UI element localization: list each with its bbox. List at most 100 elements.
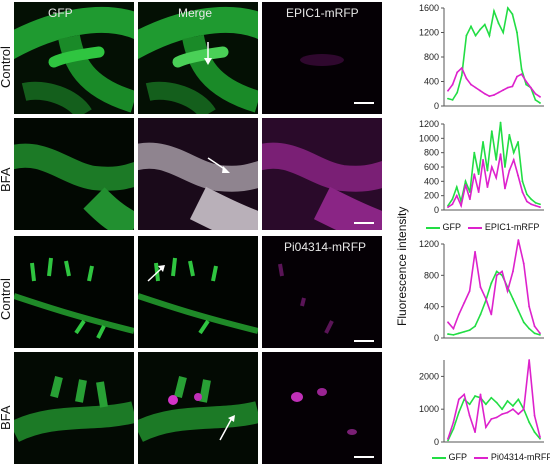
data-point-rfp (452, 327, 455, 330)
series-line-gfp (447, 122, 541, 207)
data-point-rfp (499, 153, 502, 155)
data-point-rfp (512, 270, 514, 273)
data-point-rfp (447, 206, 449, 209)
column-label-gfp: GFP (48, 6, 73, 20)
data-point-rfp (483, 92, 486, 95)
data-point-rfp (469, 198, 471, 201)
data-point-rfp (508, 169, 511, 172)
y-tick-label: 800 (424, 148, 439, 158)
data-point-gfp (486, 169, 489, 172)
data-point-gfp (483, 23, 486, 26)
data-point-gfp (521, 180, 524, 183)
row-label-control-1: Control (0, 46, 13, 88)
data-point-rfp (504, 187, 506, 190)
data-point-gfp (495, 401, 498, 404)
data-point-rfp (455, 194, 458, 197)
data-point-rfp (539, 206, 541, 209)
data-point-gfp (516, 31, 518, 34)
column-label-pi04314: Pi04314-mRFP (284, 240, 367, 254)
data-point-rfp (502, 89, 505, 91)
data-point-gfp (504, 166, 506, 168)
y-tick-label: 1200 (419, 28, 439, 38)
data-point-gfp (512, 151, 515, 154)
data-point-rfp (522, 262, 525, 265)
data-point-gfp (490, 130, 493, 133)
data-point-gfp (484, 403, 487, 406)
y-tick-label: 400 (424, 176, 439, 186)
data-point-rfp (464, 184, 467, 186)
data-point-gfp (490, 396, 493, 399)
data-point-rfp (479, 286, 482, 288)
y-tick-label: 0 (434, 333, 439, 343)
intensity-plot-control-pi04314: 0 400 800 1200 (419, 239, 544, 343)
data-point-rfp (501, 270, 504, 273)
data-point-gfp (539, 437, 541, 440)
data-point-rfp (451, 203, 454, 206)
data-point-gfp (479, 313, 482, 316)
data-point-rfp (533, 325, 536, 328)
data-point-gfp (474, 34, 477, 37)
micrograph-control-gfp (14, 2, 134, 114)
data-point-rfp (486, 186, 489, 188)
micrograph-bfa-gfp (14, 118, 134, 230)
y-tick-label: 400 (424, 302, 439, 312)
data-point-rfp (484, 297, 487, 300)
data-point-gfp (490, 282, 493, 285)
data-point-gfp (528, 327, 531, 330)
intensity-plot-control-epic1: 0 400 800 1200 1600 (419, 3, 544, 111)
data-point-rfp (457, 398, 460, 401)
data-point-rfp (479, 89, 482, 92)
data-point-rfp (460, 204, 463, 207)
data-point-rfp (474, 86, 477, 89)
data-point-rfp (488, 95, 491, 98)
y-tick-label: 2000 (419, 371, 439, 381)
micrograph-bfa-merge (138, 118, 258, 230)
data-point-rfp (517, 413, 520, 416)
data-point-gfp (457, 332, 460, 335)
row-label-bfa-1: BFA (0, 167, 13, 192)
data-point-rfp (516, 75, 518, 78)
data-point-rfp (521, 191, 524, 193)
data-point-rfp (495, 274, 498, 277)
data-point-rfp (460, 67, 463, 69)
series-line-rfp (447, 239, 541, 334)
y-axis-label: Fluorescence intensity (395, 206, 409, 326)
legend-epic1-label: EPIC1-mRFP (484, 222, 540, 232)
data-point-rfp (520, 73, 523, 76)
data-point-rfp (463, 393, 466, 396)
data-point-gfp (499, 121, 502, 124)
data-point-gfp (452, 333, 455, 336)
micrograph-control-gfp-2 (14, 236, 134, 348)
data-point-rfp (511, 85, 514, 88)
data-point-gfp (534, 201, 537, 204)
data-point-rfp (473, 173, 476, 176)
data-point-rfp (474, 431, 476, 434)
data-point-rfp (474, 250, 476, 253)
data-point-gfp (460, 74, 463, 77)
data-point-rfp (506, 86, 509, 89)
data-point-rfp (490, 313, 493, 316)
data-point-rfp (528, 359, 531, 361)
data-point-gfp (495, 270, 498, 273)
data-point-rfp (479, 393, 482, 396)
data-point-rfp (522, 408, 525, 411)
data-point-gfp (534, 98, 537, 101)
data-point-rfp (501, 413, 504, 416)
y-tick-label: 1000 (419, 404, 439, 414)
data-point-gfp (517, 309, 520, 312)
row-label-bfa-2: BFA (0, 405, 13, 430)
data-point-gfp (508, 133, 511, 136)
data-point-gfp (525, 193, 528, 196)
y-tick-label: 800 (424, 270, 439, 280)
data-point-rfp (470, 83, 472, 86)
data-point-gfp (447, 439, 449, 442)
data-point-rfp (525, 80, 528, 83)
data-point-rfp (497, 91, 500, 94)
data-point-rfp (452, 421, 455, 424)
data-point-gfp (533, 431, 536, 434)
data-point-rfp (451, 83, 454, 86)
data-point-gfp (502, 31, 505, 34)
y-tick-label: 1600 (419, 3, 439, 13)
y-tick-label: 800 (424, 52, 439, 62)
intensity-plot-bfa-epic1: 0 200 400 600 800 1000 1200 (419, 119, 544, 215)
